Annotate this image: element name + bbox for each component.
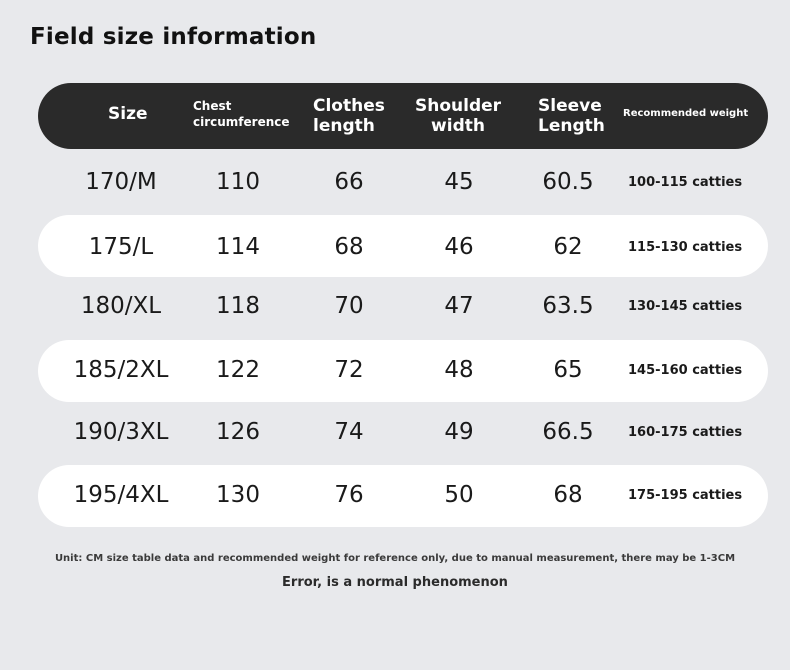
- shoulder-width-cell: 46: [444, 234, 474, 260]
- table-header: Size Chest circumference Clothes length …: [38, 83, 768, 149]
- chest-cell: 122: [216, 357, 260, 383]
- disclaimer-line1: Unit: CM size table data and recommended…: [54, 553, 736, 564]
- table-row: 195/4XL 130 76 50 68 175-195 catties: [38, 465, 768, 527]
- shoulder-width-cell: 49: [444, 419, 474, 445]
- clothes-length-cell: 68: [334, 234, 364, 260]
- clothes-length-cell: 76: [334, 482, 364, 508]
- sleeve-length-cell: 62: [553, 234, 583, 260]
- size-cell: 190/3XL: [73, 419, 169, 445]
- shoulder-width-cell: 47: [444, 293, 474, 319]
- recommended-weight-cell: 115-130 catties: [628, 240, 743, 255]
- disclaimer-line2: Error, is a normal phenomenon: [282, 575, 508, 590]
- clothes-length-cell: 74: [334, 419, 364, 445]
- sleeve-length-cell: 66.5: [542, 419, 594, 445]
- size-cell: 175/L: [88, 234, 154, 260]
- header-clothes-length: Clothes length: [313, 96, 385, 137]
- recommended-weight-cell: 145-160 catties: [628, 363, 743, 378]
- chest-cell: 126: [216, 419, 260, 445]
- table-row: 190/3XL 126 74 49 66.5 160-175 catties: [38, 402, 768, 464]
- recommended-weight-cell: 100-115 catties: [628, 175, 743, 190]
- header-shoulder-line2: width: [431, 116, 485, 137]
- size-cell: 170/M: [85, 169, 157, 195]
- recommended-weight-cell: 175-195 catties: [628, 488, 743, 503]
- table-row: 185/2XL 122 72 48 65 145-160 catties: [38, 340, 768, 402]
- header-recommended-weight: Recommended weight: [623, 108, 749, 119]
- header-sleeve-line2: Length: [538, 116, 605, 137]
- chest-cell: 130: [216, 482, 260, 508]
- shoulder-width-cell: 50: [444, 482, 474, 508]
- size-cell: 180/XL: [80, 293, 162, 319]
- header-shoulder-line1: Shoulder: [415, 96, 502, 116]
- header-shoulder-width: Shoulder width: [415, 96, 501, 137]
- header-sleeve-line1: Sleeve: [538, 96, 602, 116]
- shoulder-width-cell: 45: [444, 169, 474, 195]
- sleeve-length-cell: 63.5: [542, 293, 594, 319]
- recommended-weight-cell: 130-145 catties: [628, 299, 743, 314]
- clothes-length-cell: 66: [334, 169, 364, 195]
- shoulder-width-cell: 48: [444, 357, 474, 383]
- size-cell: 195/4XL: [73, 482, 169, 508]
- header-chest: Chest circumference: [193, 98, 290, 130]
- header-clothes-line1: Clothes: [313, 96, 385, 116]
- size-cell: 185/2XL: [73, 357, 169, 383]
- chest-cell: 110: [216, 169, 260, 195]
- table-row: 175/L 114 68 46 62 115-130 catties: [38, 215, 768, 277]
- clothes-length-cell: 70: [334, 293, 364, 319]
- table-row: 170/M 110 66 45 60.5 100-115 catties: [38, 153, 768, 215]
- chest-cell: 114: [216, 234, 260, 260]
- header-clothes-line2: length: [313, 116, 375, 137]
- chest-cell: 118: [216, 293, 260, 319]
- recommended-weight-cell: 160-175 catties: [628, 425, 743, 440]
- page-title: Field size information: [30, 24, 317, 50]
- header-sleeve-length: Sleeve Length: [538, 96, 605, 137]
- header-size: Size: [108, 104, 148, 124]
- sleeve-length-cell: 60.5: [542, 169, 594, 195]
- header-chest-line2: circumference: [193, 115, 290, 130]
- header-chest-line1: Chest: [193, 99, 232, 113]
- clothes-length-cell: 72: [334, 357, 364, 383]
- sleeve-length-cell: 68: [553, 482, 583, 508]
- sleeve-length-cell: 65: [553, 357, 583, 383]
- table-row: 180/XL 118 70 47 63.5 130-145 catties: [38, 278, 768, 340]
